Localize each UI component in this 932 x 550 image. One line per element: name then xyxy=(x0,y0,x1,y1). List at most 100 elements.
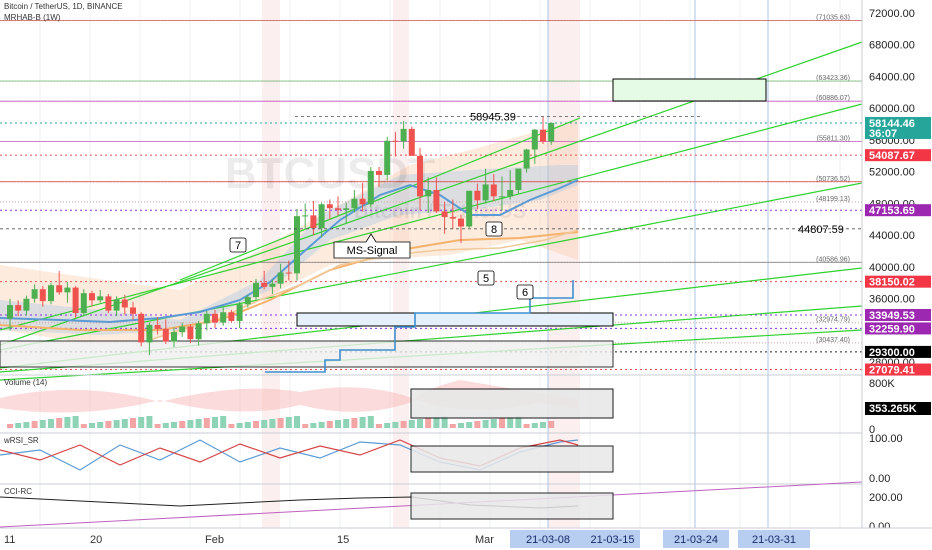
volume-bar xyxy=(105,421,112,428)
candle xyxy=(433,177,440,214)
cci-title: CCI-RC xyxy=(4,487,32,496)
level-label-2: (60886.07) xyxy=(816,95,850,102)
candle xyxy=(285,260,292,281)
candle-body xyxy=(203,313,210,324)
volume-bar xyxy=(171,422,177,428)
candles xyxy=(7,116,555,356)
candle xyxy=(392,132,399,157)
x-highlight-bg xyxy=(585,530,640,548)
candle xyxy=(146,322,153,356)
volume-bar xyxy=(179,421,186,428)
volume-bar xyxy=(318,422,325,428)
candle-body xyxy=(105,296,112,311)
level-label-5: (48199.13) xyxy=(816,196,850,203)
volume-bar xyxy=(228,424,235,428)
y-tick-label: 40000.00 xyxy=(869,262,915,274)
candle-body xyxy=(179,326,186,333)
price-tag-bg xyxy=(865,116,931,139)
candle-body xyxy=(507,189,514,197)
level-label-3: (55811.30) xyxy=(817,135,850,142)
candle-body xyxy=(515,168,522,190)
volume-bar xyxy=(220,416,227,428)
candle xyxy=(89,290,95,307)
candle xyxy=(220,307,227,326)
volume-bar xyxy=(441,416,448,428)
level-label-4: (50736.52) xyxy=(816,176,850,183)
candle xyxy=(507,170,514,200)
volume-bar xyxy=(376,424,382,428)
volume-bar xyxy=(269,419,276,428)
candle-body xyxy=(244,297,251,305)
volume-bar xyxy=(277,418,284,428)
candle-body xyxy=(351,198,358,209)
candle-body xyxy=(482,184,489,201)
volume-bar xyxy=(146,416,153,428)
price-tag-bg xyxy=(865,345,931,358)
volume-bar xyxy=(302,424,309,428)
candle xyxy=(97,290,104,303)
volume-bar xyxy=(236,423,243,428)
volume-bar xyxy=(531,423,538,428)
candle-body xyxy=(187,326,194,340)
candle-body xyxy=(269,283,276,287)
candle xyxy=(351,189,358,213)
price-tag-label: 29300.00 xyxy=(869,347,915,359)
candle xyxy=(228,309,235,323)
price-tag-label: 32259.90 xyxy=(869,323,915,335)
candle xyxy=(425,177,432,214)
candle-body xyxy=(466,190,473,227)
candle xyxy=(376,166,382,187)
price-tag-bg xyxy=(865,149,931,162)
candle-body xyxy=(48,285,54,302)
volume-bar xyxy=(64,417,71,428)
candle xyxy=(490,174,497,202)
candle-body xyxy=(326,204,333,209)
trendline-1 xyxy=(0,103,863,331)
price-tag: 47153.69 xyxy=(865,204,931,217)
y-tick-label: 64000.00 xyxy=(869,71,915,83)
high-label: 58945.39 xyxy=(470,112,516,124)
wave-label: 8 xyxy=(491,224,497,236)
volume-bar xyxy=(130,418,136,428)
candle-body xyxy=(130,307,136,314)
candle-body xyxy=(89,293,95,301)
candle-body xyxy=(56,285,63,293)
volume-bar xyxy=(253,421,259,428)
candle xyxy=(15,300,22,317)
vol-tag-label: 353.265K xyxy=(869,403,917,415)
candle xyxy=(56,270,63,295)
volume-bar xyxy=(482,420,489,428)
candle xyxy=(31,284,38,303)
candle-body xyxy=(97,296,104,301)
volume-bar xyxy=(39,420,46,428)
candle xyxy=(64,282,71,303)
candle-body xyxy=(154,324,161,329)
time-axis[interactable]: 11 20 Feb 15 Mar 21-03-08 21-03-15 21-03-24 21-0… xyxy=(0,527,932,550)
volume-bar xyxy=(367,416,374,428)
indicator-title: MRHAB-B (1W) xyxy=(4,13,61,22)
vol-tick: 800K xyxy=(869,378,895,390)
cci-tick: 200.00 xyxy=(869,492,903,504)
axis-bg xyxy=(862,0,932,528)
chart-header: Bitcoin / TetherUS, 1D, BINANCE MRHAB-B … xyxy=(4,2,123,22)
candle-body xyxy=(31,289,38,299)
volume-bar xyxy=(7,424,13,428)
volume-bar xyxy=(384,423,391,428)
candle-body xyxy=(72,287,79,314)
price-axis[interactable]: 72000.0068000.0064000.0060000.0056000.00… xyxy=(861,0,932,533)
red-column-1 xyxy=(393,0,409,550)
volume-bar xyxy=(458,423,464,428)
level-label-7: (32974.79) xyxy=(816,317,850,324)
rectangles xyxy=(0,78,767,368)
candle xyxy=(499,176,505,211)
volume-bar xyxy=(359,417,366,428)
x-highlight: 21-03-24 xyxy=(663,530,729,548)
volume-bar xyxy=(343,419,350,428)
wave-bubble xyxy=(477,270,495,286)
candle xyxy=(162,319,169,344)
x-tick-label: 15 xyxy=(337,534,349,546)
mid-label: 44807.59 xyxy=(798,224,844,236)
volume-bar xyxy=(261,420,268,428)
volume-bar xyxy=(474,421,481,428)
